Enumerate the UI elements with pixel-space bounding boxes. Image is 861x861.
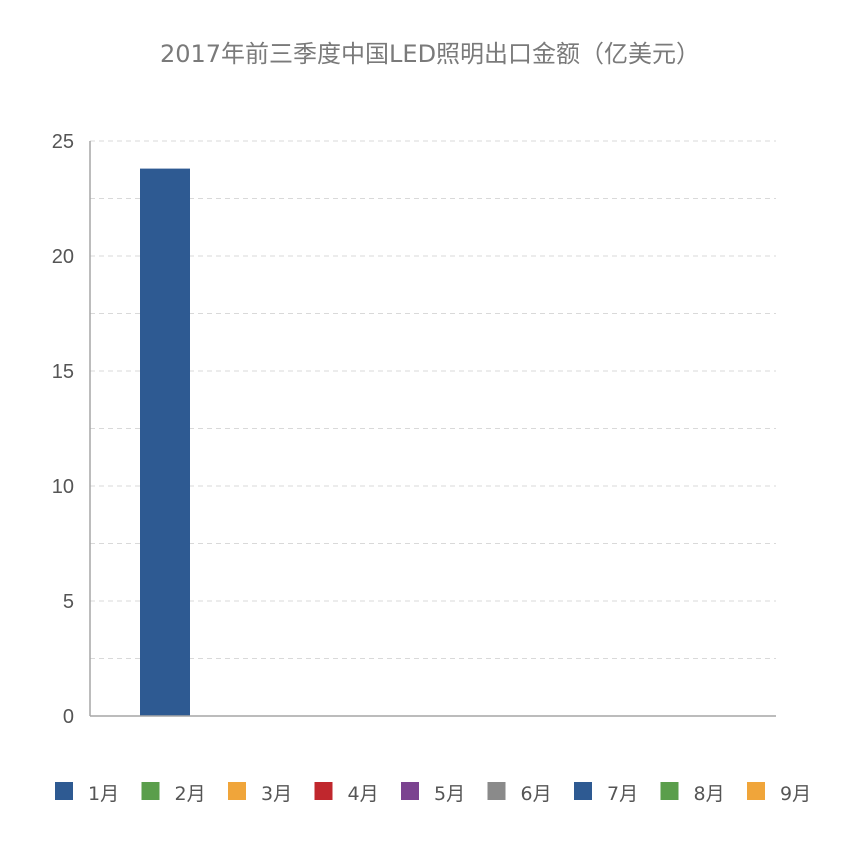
- bars: [140, 168, 190, 717]
- y-tick-label: 15: [52, 361, 74, 383]
- legend-swatch: [747, 782, 765, 800]
- legend-swatch: [660, 782, 679, 800]
- legend-swatch: [141, 782, 160, 800]
- legend-label: 7月: [607, 783, 638, 805]
- y-axis-ticks: 0 5 10 15 20 25: [52, 131, 74, 728]
- legend-swatch: [487, 782, 506, 800]
- y-tick-label: 0: [63, 706, 74, 728]
- chart-title: 2017年前三季度中国LED照明出口金额（亿美元）: [160, 40, 700, 68]
- legend-label: 9月: [780, 783, 811, 805]
- y-tick-label: 5: [63, 591, 74, 613]
- y-tick-label: 10: [52, 476, 74, 498]
- legend-label: 4月: [348, 783, 379, 805]
- legend-label: 2月: [175, 783, 206, 805]
- legend: 1月 2月 3月 4月 5月 6月 7月 8月 9月: [55, 782, 811, 805]
- legend-swatch: [401, 782, 419, 800]
- bar-1: [140, 168, 190, 717]
- gridlines: [90, 140, 776, 659]
- legend-label: 1月: [88, 783, 119, 805]
- legend-swatch: [228, 782, 246, 800]
- legend-label: 8月: [694, 783, 725, 805]
- legend-label: 5月: [434, 783, 465, 805]
- legend-swatch: [314, 782, 333, 800]
- legend-swatch: [55, 782, 73, 800]
- legend-label: 6月: [521, 783, 552, 805]
- legend-label: 3月: [261, 783, 292, 805]
- legend-swatch: [574, 782, 592, 800]
- y-tick-label: 25: [52, 131, 74, 153]
- y-tick-label: 20: [52, 246, 74, 268]
